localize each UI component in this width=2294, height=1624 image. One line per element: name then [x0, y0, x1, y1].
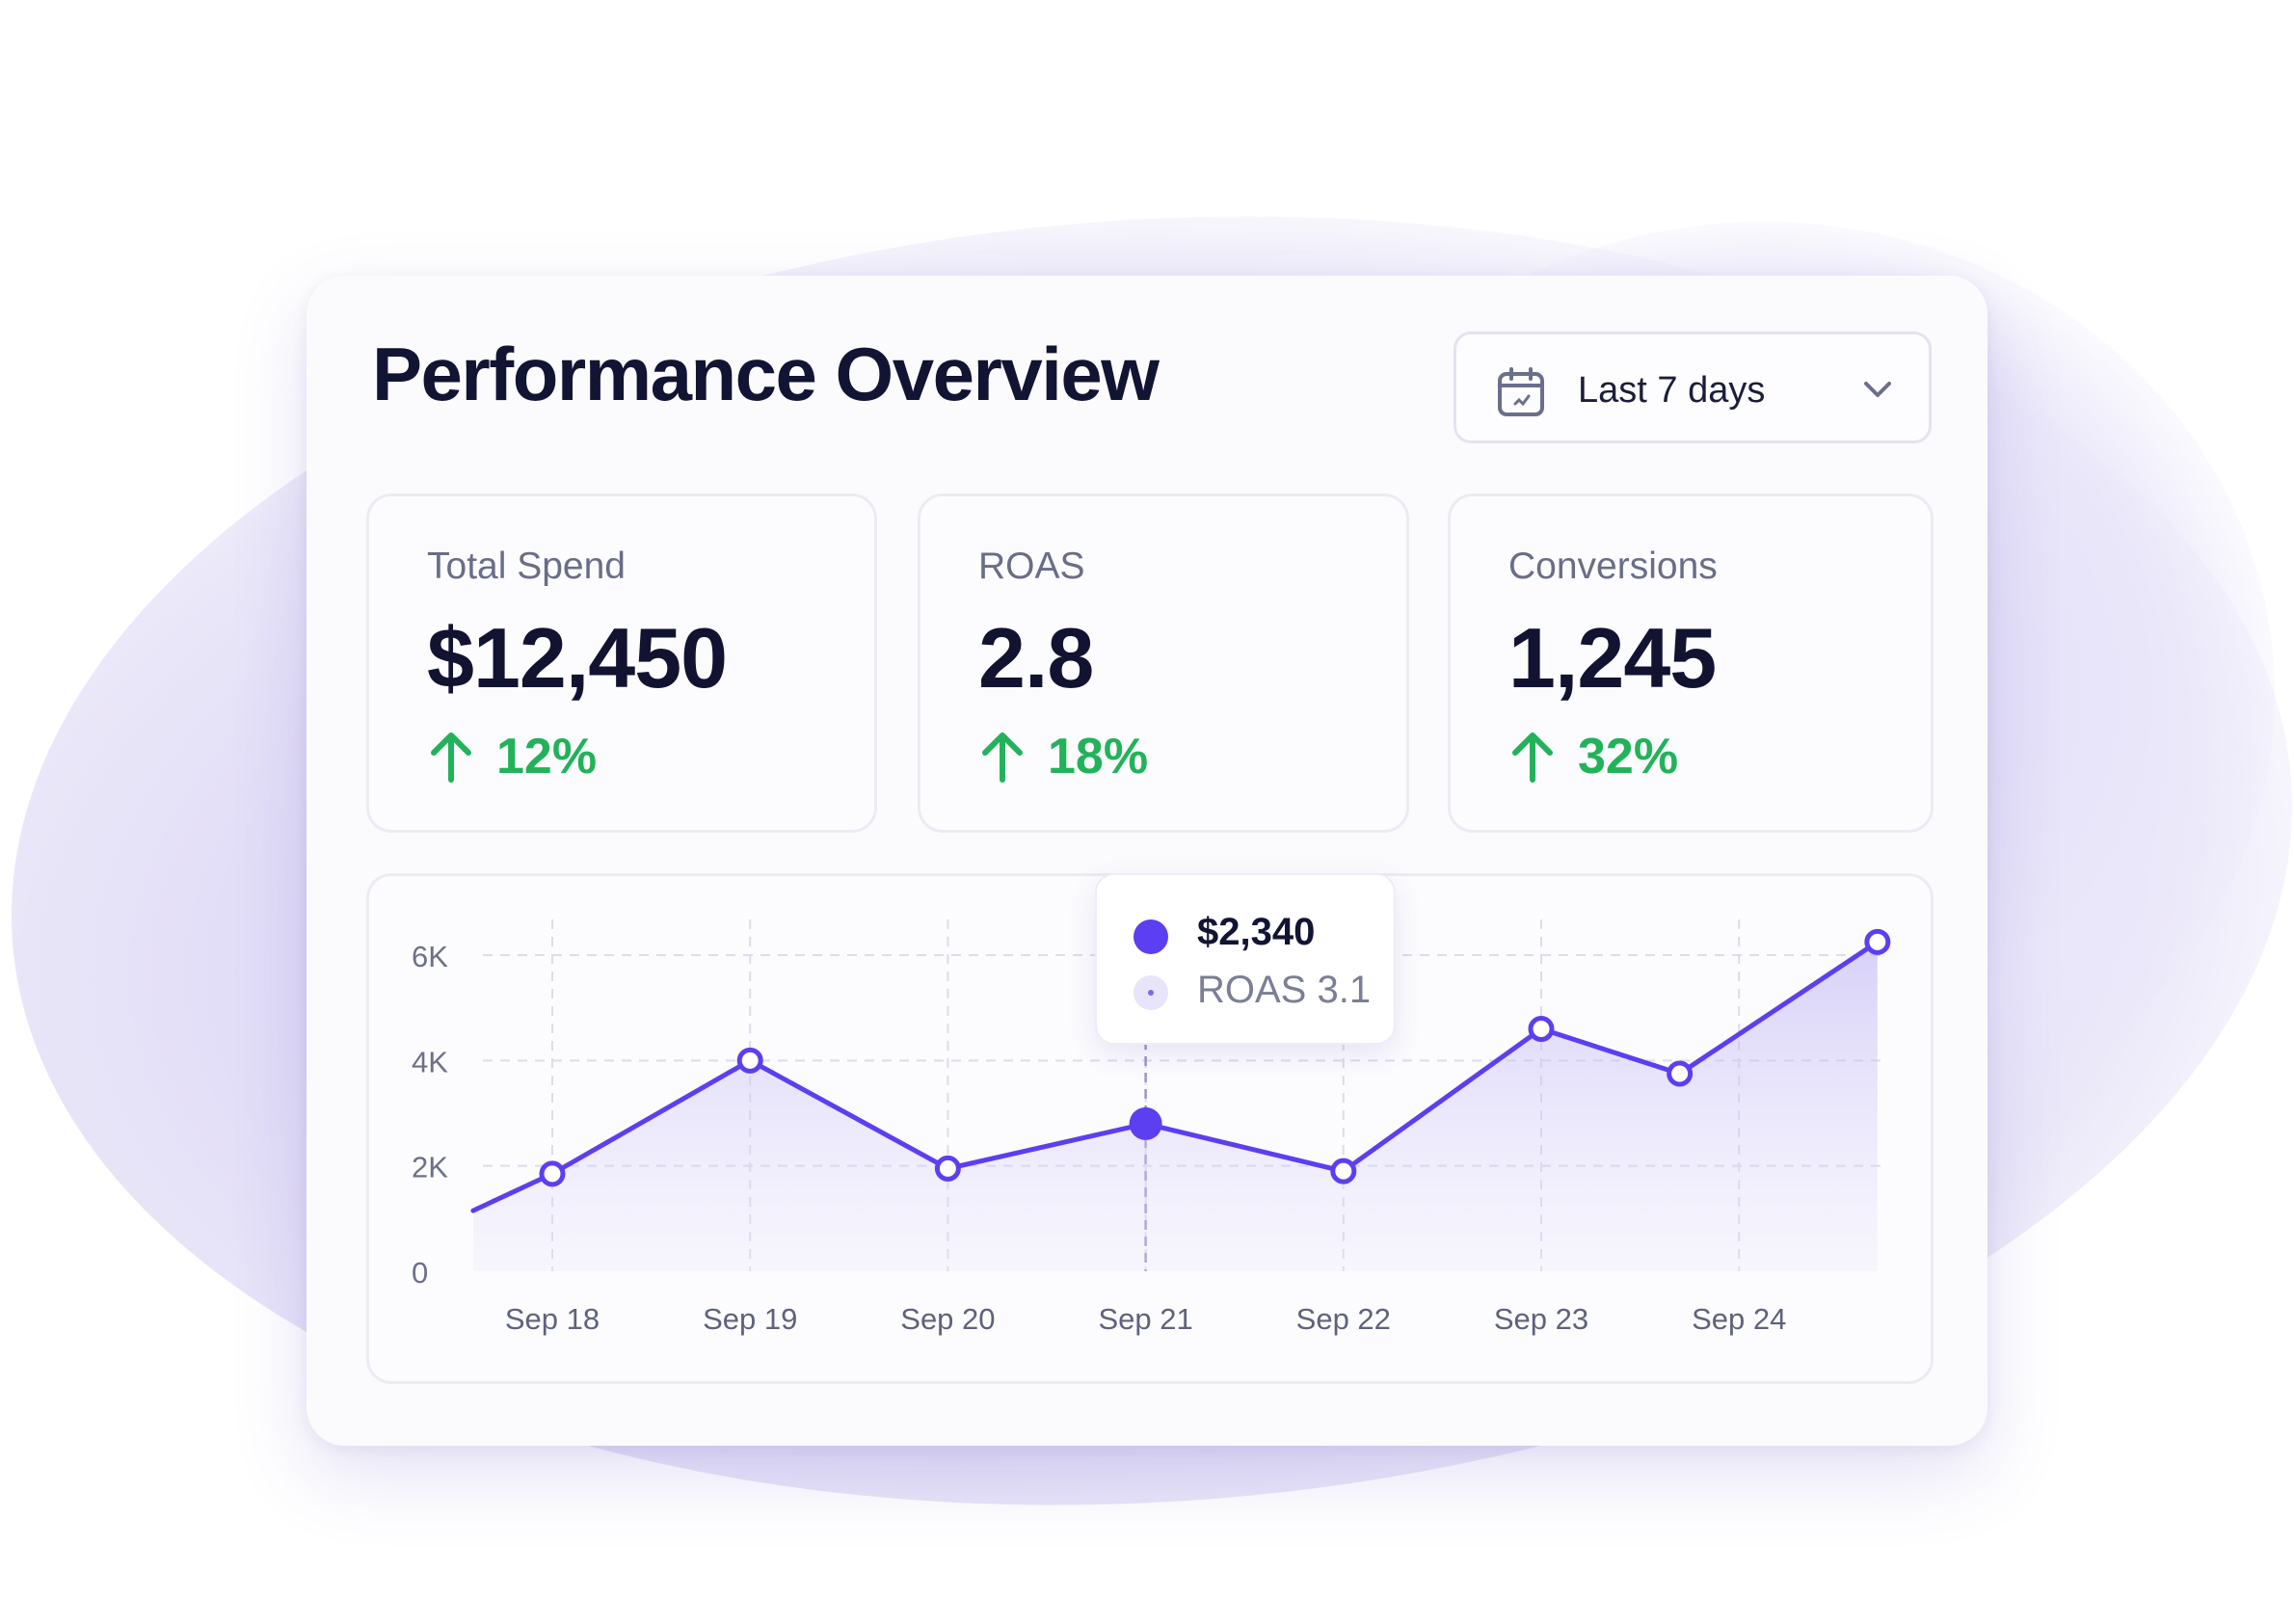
spend-chart-panel: 0 2K 4K 6K Sep 18 Sep 19 Sep 20 Sep 21 Sep 22 Sep…	[366, 873, 1934, 1384]
kpi-card-total-spend: Total Spend $12,450 12%	[366, 493, 877, 833]
date-range-select[interactable]: Last 7 days	[1454, 332, 1932, 443]
data-point	[539, 1160, 566, 1187]
kpi-delta: 32%	[1508, 728, 1678, 785]
data-point	[1528, 1016, 1555, 1043]
kpi-delta-value: 12%	[496, 729, 598, 785]
y-tick-label: 6K	[412, 940, 448, 973]
chart-tooltip: $2,340 ROAS 3.1	[1095, 873, 1396, 1045]
series-dot-icon	[1134, 919, 1168, 954]
highlighted-point	[1129, 1106, 1162, 1140]
x-tick-label: Sep 22	[1296, 1302, 1391, 1336]
chevron-down-icon	[1864, 382, 1891, 397]
arrow-up-icon	[1512, 732, 1553, 783]
x-tick-label: Sep 20	[900, 1302, 995, 1336]
calendar-icon	[1498, 367, 1544, 416]
x-tick-label: Sep 23	[1494, 1302, 1588, 1336]
data-point	[1864, 928, 1891, 955]
kpi-label: Conversions	[1508, 546, 1718, 587]
x-tick-label: Sep 21	[1098, 1302, 1192, 1336]
roas-dot-icon	[1134, 975, 1168, 1010]
page-title: Performance Overview	[372, 332, 1160, 416]
x-tick-label: Sep 19	[703, 1302, 797, 1336]
data-point	[1667, 1060, 1694, 1087]
arrow-up-icon	[982, 732, 1023, 783]
tooltip-roas: ROAS 3.1	[1197, 969, 1372, 1011]
kpi-delta-value: 32%	[1578, 729, 1679, 785]
kpi-card-conversions: Conversions 1,245 32%	[1448, 493, 1934, 833]
date-range-label: Last 7 days	[1578, 370, 1766, 411]
kpi-delta: 12%	[427, 728, 597, 785]
kpi-label: ROAS	[978, 546, 1085, 587]
kpi-card-roas: ROAS 2.8 18%	[918, 493, 1409, 833]
y-tick-label: 4K	[412, 1045, 448, 1078]
performance-card: Performance Overview Last 7 days Total S…	[307, 276, 1987, 1446]
y-tick-label: 2K	[412, 1151, 448, 1185]
data-point	[1330, 1158, 1357, 1185]
data-point	[934, 1155, 961, 1182]
x-tick-label: Sep 24	[1692, 1302, 1786, 1336]
kpi-label: Total Spend	[427, 546, 626, 587]
tooltip-value: $2,340	[1197, 911, 1316, 953]
series-area-fill	[472, 942, 1878, 1271]
kpi-delta: 18%	[978, 728, 1148, 785]
arrow-up-icon	[431, 732, 471, 783]
kpi-value: 2.8	[978, 610, 1094, 706]
x-tick-label: Sep 18	[505, 1302, 600, 1336]
y-tick-label: 0	[412, 1256, 428, 1290]
kpi-value: 1,245	[1508, 610, 1717, 706]
kpi-delta-value: 18%	[1048, 729, 1149, 785]
kpi-value: $12,450	[427, 610, 728, 706]
data-point	[736, 1047, 763, 1074]
